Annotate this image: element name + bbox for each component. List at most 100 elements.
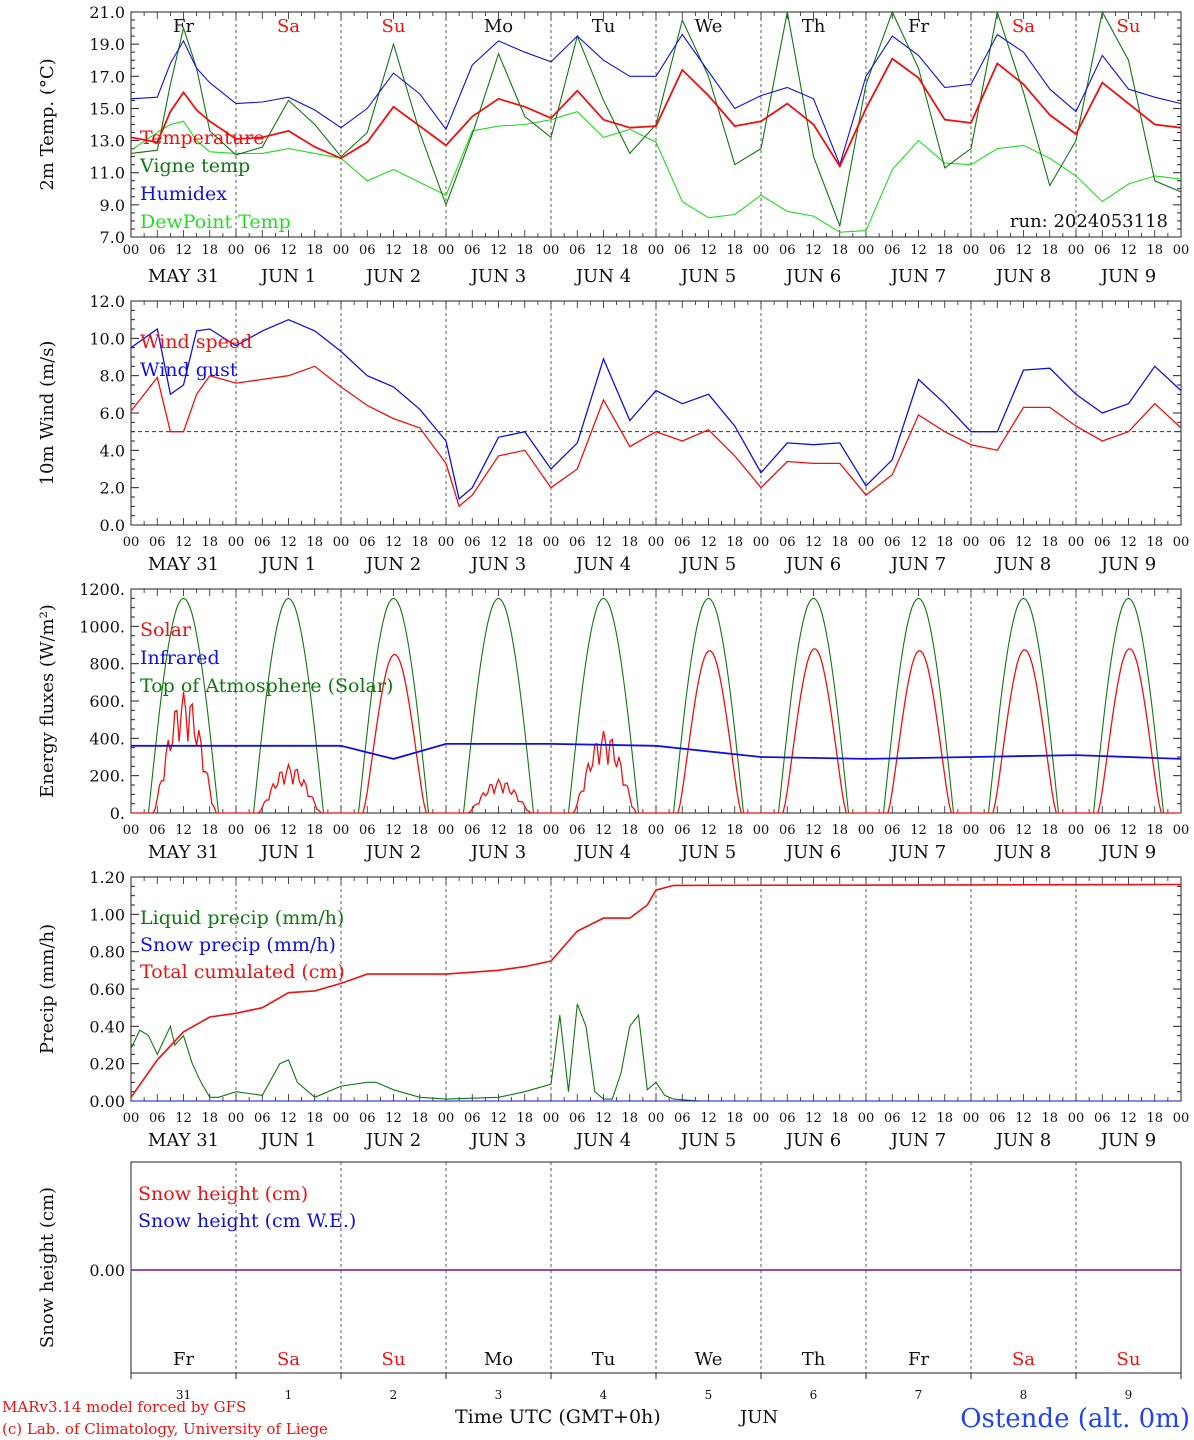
date-label: JUN 2 xyxy=(364,554,421,575)
hour-tick-label: 12 xyxy=(490,535,507,550)
legend-entry: Snow height (cm W.E.) xyxy=(138,1210,356,1232)
date-label: JUN 9 xyxy=(1099,554,1156,575)
hour-tick-label: 12 xyxy=(490,823,507,838)
date-label: JUN 9 xyxy=(1099,1130,1156,1151)
hour-tick-label: 18 xyxy=(1146,535,1163,550)
hour-tick-label: 12 xyxy=(700,823,717,838)
hour-tick-label: 18 xyxy=(306,1111,323,1126)
hour-tick-label: 00 xyxy=(648,243,665,258)
weekday-label: Su xyxy=(1117,1349,1141,1370)
hour-tick-label: 12 xyxy=(1120,823,1137,838)
y-tick-label: 1.00 xyxy=(89,905,125,924)
date-label: JUN 7 xyxy=(889,266,946,287)
hour-tick-label: 00 xyxy=(543,535,560,550)
date-label: JUN 9 xyxy=(1099,266,1156,287)
hour-tick-label: 18 xyxy=(306,823,323,838)
hour-tick-label: 12 xyxy=(910,823,927,838)
hour-tick-label: 06 xyxy=(1094,535,1111,550)
hour-tick-label: 12 xyxy=(385,535,402,550)
hour-tick-label: 18 xyxy=(306,243,323,258)
date-label: JUN 5 xyxy=(679,266,736,287)
hour-tick-label: 00 xyxy=(1068,1111,1085,1126)
hour-tick-label: 06 xyxy=(464,535,481,550)
hour-tick-label: 12 xyxy=(175,1111,192,1126)
hour-tick-label: 06 xyxy=(674,823,691,838)
hour-tick-label: 06 xyxy=(569,823,586,838)
legend-entry: Snow height (cm) xyxy=(138,1183,308,1205)
date-label: MAY 31 xyxy=(148,842,219,863)
y-tick-label: 7.0 xyxy=(100,228,125,247)
date-label: MAY 31 xyxy=(148,554,219,575)
hour-tick-label: 18 xyxy=(516,1111,533,1126)
legend-entry: DewPoint Temp xyxy=(140,211,291,233)
hour-tick-label: 18 xyxy=(411,1111,428,1126)
legend-entry: Wind gust xyxy=(140,359,238,381)
hour-tick-label: 18 xyxy=(936,823,953,838)
hour-tick-label: 12 xyxy=(805,823,822,838)
hour-tick-label: 18 xyxy=(726,243,743,258)
hour-tick-label: 06 xyxy=(989,1111,1006,1126)
y-tick-label: 0.00 xyxy=(89,1261,125,1280)
y-axis-label: Precip (mm/h) xyxy=(37,924,58,1054)
weekday-label: Fr xyxy=(173,16,194,37)
hour-tick-label: 18 xyxy=(936,1111,953,1126)
weekday-label: We xyxy=(695,1349,723,1370)
date-label: MAY 31 xyxy=(148,266,219,287)
weekday-label: Th xyxy=(802,1349,826,1370)
hour-tick-label: 12 xyxy=(1015,823,1032,838)
series-line-liquid-precip xyxy=(130,1003,1181,1102)
date-label: JUN 5 xyxy=(679,554,736,575)
hour-tick-label: 18 xyxy=(201,535,218,550)
date-label: JUN 8 xyxy=(994,554,1051,575)
hour-tick-label: 00 xyxy=(333,823,350,838)
series-line-dewpoint-temp xyxy=(130,110,1182,233)
y-tick-label: 400. xyxy=(89,729,125,748)
day-number-label: 9 xyxy=(1125,1388,1133,1402)
hour-tick-label: 12 xyxy=(805,1111,822,1126)
hour-tick-label: 06 xyxy=(779,1111,796,1126)
hour-tick-label: 00 xyxy=(123,823,140,838)
hour-tick-label: 12 xyxy=(490,243,507,258)
hour-tick-label: 12 xyxy=(280,823,297,838)
hour-tick-label: 06 xyxy=(359,535,376,550)
hour-tick-label: 00 xyxy=(228,823,245,838)
hour-tick-label: 12 xyxy=(1015,1111,1032,1126)
hour-tick-label: 18 xyxy=(1146,1111,1163,1126)
date-label: JUN 1 xyxy=(259,266,316,287)
y-tick-label: 17.0 xyxy=(89,67,125,86)
y-tick-label: 1000. xyxy=(79,617,125,636)
series-line-wind-speed xyxy=(130,365,1182,508)
hour-tick-label: 06 xyxy=(1094,823,1111,838)
run-label: run: 2024053118 xyxy=(1010,211,1168,232)
weekday-label: We xyxy=(695,16,723,37)
series-line-wind-gust xyxy=(130,318,1182,501)
hour-tick-label: 18 xyxy=(621,1111,638,1126)
hour-tick-label: 06 xyxy=(569,243,586,258)
hour-tick-label: 06 xyxy=(149,1111,166,1126)
date-label: JUN 3 xyxy=(469,1130,526,1151)
hour-tick-label: 18 xyxy=(1146,823,1163,838)
hour-tick-label: 18 xyxy=(726,535,743,550)
date-label: JUN 3 xyxy=(469,842,526,863)
y-axis-label: Energy fluxes (W/m²) xyxy=(37,604,58,798)
y-tick-label: 1.20 xyxy=(89,868,125,887)
hour-tick-label: 06 xyxy=(779,535,796,550)
hour-tick-label: 00 xyxy=(963,535,980,550)
hour-tick-label: 00 xyxy=(753,823,770,838)
hour-tick-label: 00 xyxy=(123,1111,140,1126)
y-tick-label: 800. xyxy=(89,655,125,674)
panel-frame-1 xyxy=(130,300,1182,526)
legend-entry: Temperature xyxy=(140,127,264,149)
hour-tick-label: 12 xyxy=(805,535,822,550)
hour-tick-label: 12 xyxy=(595,1111,612,1126)
hour-tick-label: 12 xyxy=(595,535,612,550)
date-label: JUN 8 xyxy=(994,842,1051,863)
hour-tick-label: 12 xyxy=(385,1111,402,1126)
hour-tick-label: 06 xyxy=(884,535,901,550)
y-tick-label: 9.0 xyxy=(100,196,125,215)
date-label: JUN 6 xyxy=(784,554,841,575)
hour-tick-label: 12 xyxy=(175,243,192,258)
hour-tick-label: 00 xyxy=(438,1111,455,1126)
hour-tick-label: 12 xyxy=(385,823,402,838)
hour-tick-label: 18 xyxy=(201,243,218,258)
